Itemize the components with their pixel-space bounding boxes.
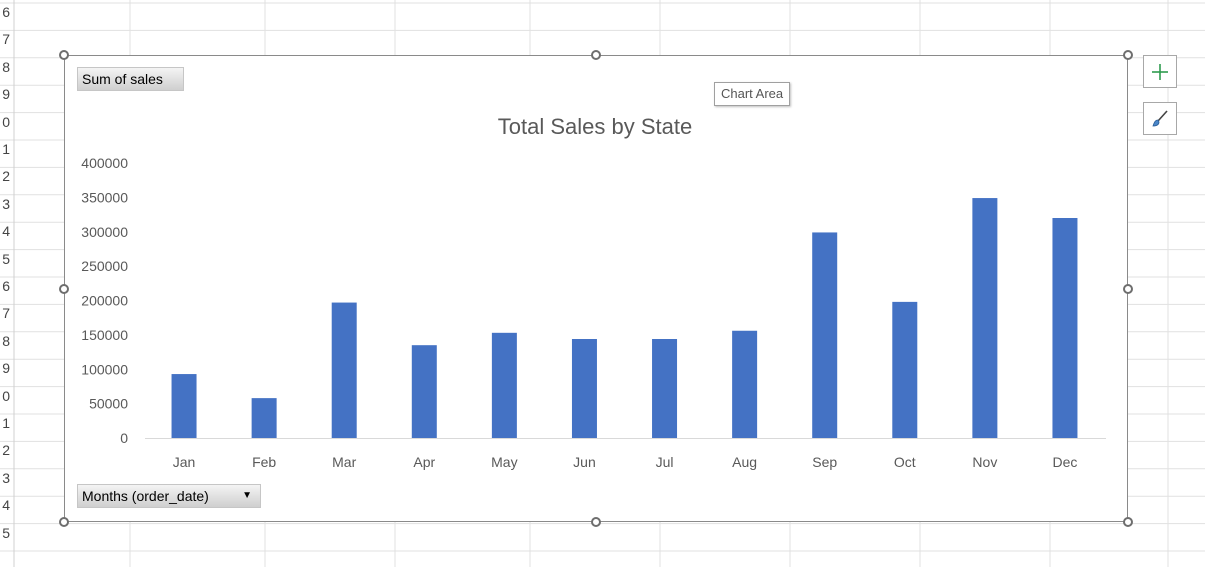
- chart-area-tooltip: Chart Area: [714, 82, 791, 106]
- bar-feb[interactable]: [251, 398, 277, 438]
- x-tick-label: Jan: [173, 454, 196, 470]
- value-field-button[interactable]: Sum of sales: [77, 67, 184, 91]
- row-number: 9: [2, 86, 10, 103]
- x-tick-label: Apr: [413, 454, 435, 470]
- row-number: 4: [2, 497, 10, 514]
- x-tick-label: Oct: [894, 454, 916, 470]
- chart-area[interactable]: [64, 55, 1128, 522]
- row-number: 8: [2, 58, 10, 75]
- bar-aug[interactable]: [732, 330, 758, 438]
- row-number: 6: [2, 278, 10, 294]
- y-tick-label: 50000: [89, 396, 128, 412]
- plus-icon: [1152, 63, 1168, 80]
- x-tick-label: Sep: [812, 454, 837, 470]
- y-tick-label: 400000: [81, 155, 128, 171]
- bar-sep[interactable]: [812, 232, 838, 438]
- row-number: 3: [2, 195, 10, 212]
- row-number: 9: [2, 360, 10, 377]
- x-tick-label: May: [491, 454, 517, 470]
- y-tick-label: 100000: [81, 361, 128, 377]
- row-number: 1: [2, 141, 10, 157]
- row-number: 3: [2, 469, 10, 486]
- axis-field-button[interactable]: Months (order_date) ▼: [77, 484, 261, 508]
- row-number: 7: [2, 31, 10, 48]
- row-number: 0: [2, 387, 10, 404]
- bar-jan[interactable]: [171, 374, 197, 438]
- row-number: 5: [2, 524, 10, 541]
- y-tick-label: 0: [120, 430, 128, 446]
- resize-handle-top-center[interactable]: [591, 50, 601, 60]
- x-tick-label: Aug: [732, 454, 757, 470]
- resize-handle-bottom-right[interactable]: [1123, 517, 1133, 527]
- row-number: 8: [2, 332, 10, 349]
- y-tick-label: 250000: [81, 258, 128, 274]
- x-tick-label: Jul: [656, 454, 674, 470]
- y-tick-label: 200000: [81, 293, 128, 309]
- bar-oct[interactable]: [892, 301, 918, 438]
- axis-field-label: Months (order_date): [82, 488, 209, 504]
- row-number: 2: [2, 168, 10, 185]
- bar-jun[interactable]: [571, 339, 597, 438]
- bar-jul[interactable]: [652, 339, 678, 438]
- dropdown-arrow-icon[interactable]: ▼: [242, 490, 252, 501]
- chart-elements-button[interactable]: [1143, 55, 1177, 88]
- row-number: 1: [2, 415, 10, 431]
- x-tick-label: Jun: [573, 454, 596, 470]
- row-number: 4: [2, 223, 10, 240]
- resize-handle-bottom-left[interactable]: [59, 517, 69, 527]
- bar-may[interactable]: [491, 332, 517, 438]
- y-tick-label: 300000: [81, 224, 128, 240]
- row-number: 0: [2, 113, 10, 130]
- resize-handle-top-right[interactable]: [1123, 50, 1133, 60]
- bar-mar[interactable]: [331, 302, 357, 438]
- x-tick-label: Nov: [972, 454, 997, 470]
- row-number: 7: [2, 305, 10, 322]
- resize-handle-top-left[interactable]: [59, 50, 69, 60]
- row-number: 2: [2, 442, 10, 459]
- bar-apr[interactable]: [411, 345, 437, 438]
- value-field-label: Sum of sales: [82, 71, 163, 87]
- row-number: 6: [2, 4, 10, 20]
- resize-handle-middle-right[interactable]: [1123, 284, 1133, 294]
- bar-dec[interactable]: [1052, 218, 1078, 438]
- x-tick-label: Dec: [1053, 454, 1078, 470]
- chart-styles-button[interactable]: [1143, 102, 1177, 135]
- bar-nov[interactable]: [972, 198, 998, 438]
- y-tick-label: 150000: [81, 327, 128, 343]
- x-tick-label: Mar: [332, 454, 356, 470]
- chart-title[interactable]: Total Sales by State: [498, 114, 692, 139]
- resize-handle-bottom-center[interactable]: [591, 517, 601, 527]
- paintbrush-icon: [1152, 109, 1168, 126]
- resize-handle-middle-left[interactable]: [59, 284, 69, 294]
- y-tick-label: 350000: [81, 189, 128, 205]
- row-number: 5: [2, 250, 10, 267]
- x-tick-label: Feb: [252, 454, 276, 470]
